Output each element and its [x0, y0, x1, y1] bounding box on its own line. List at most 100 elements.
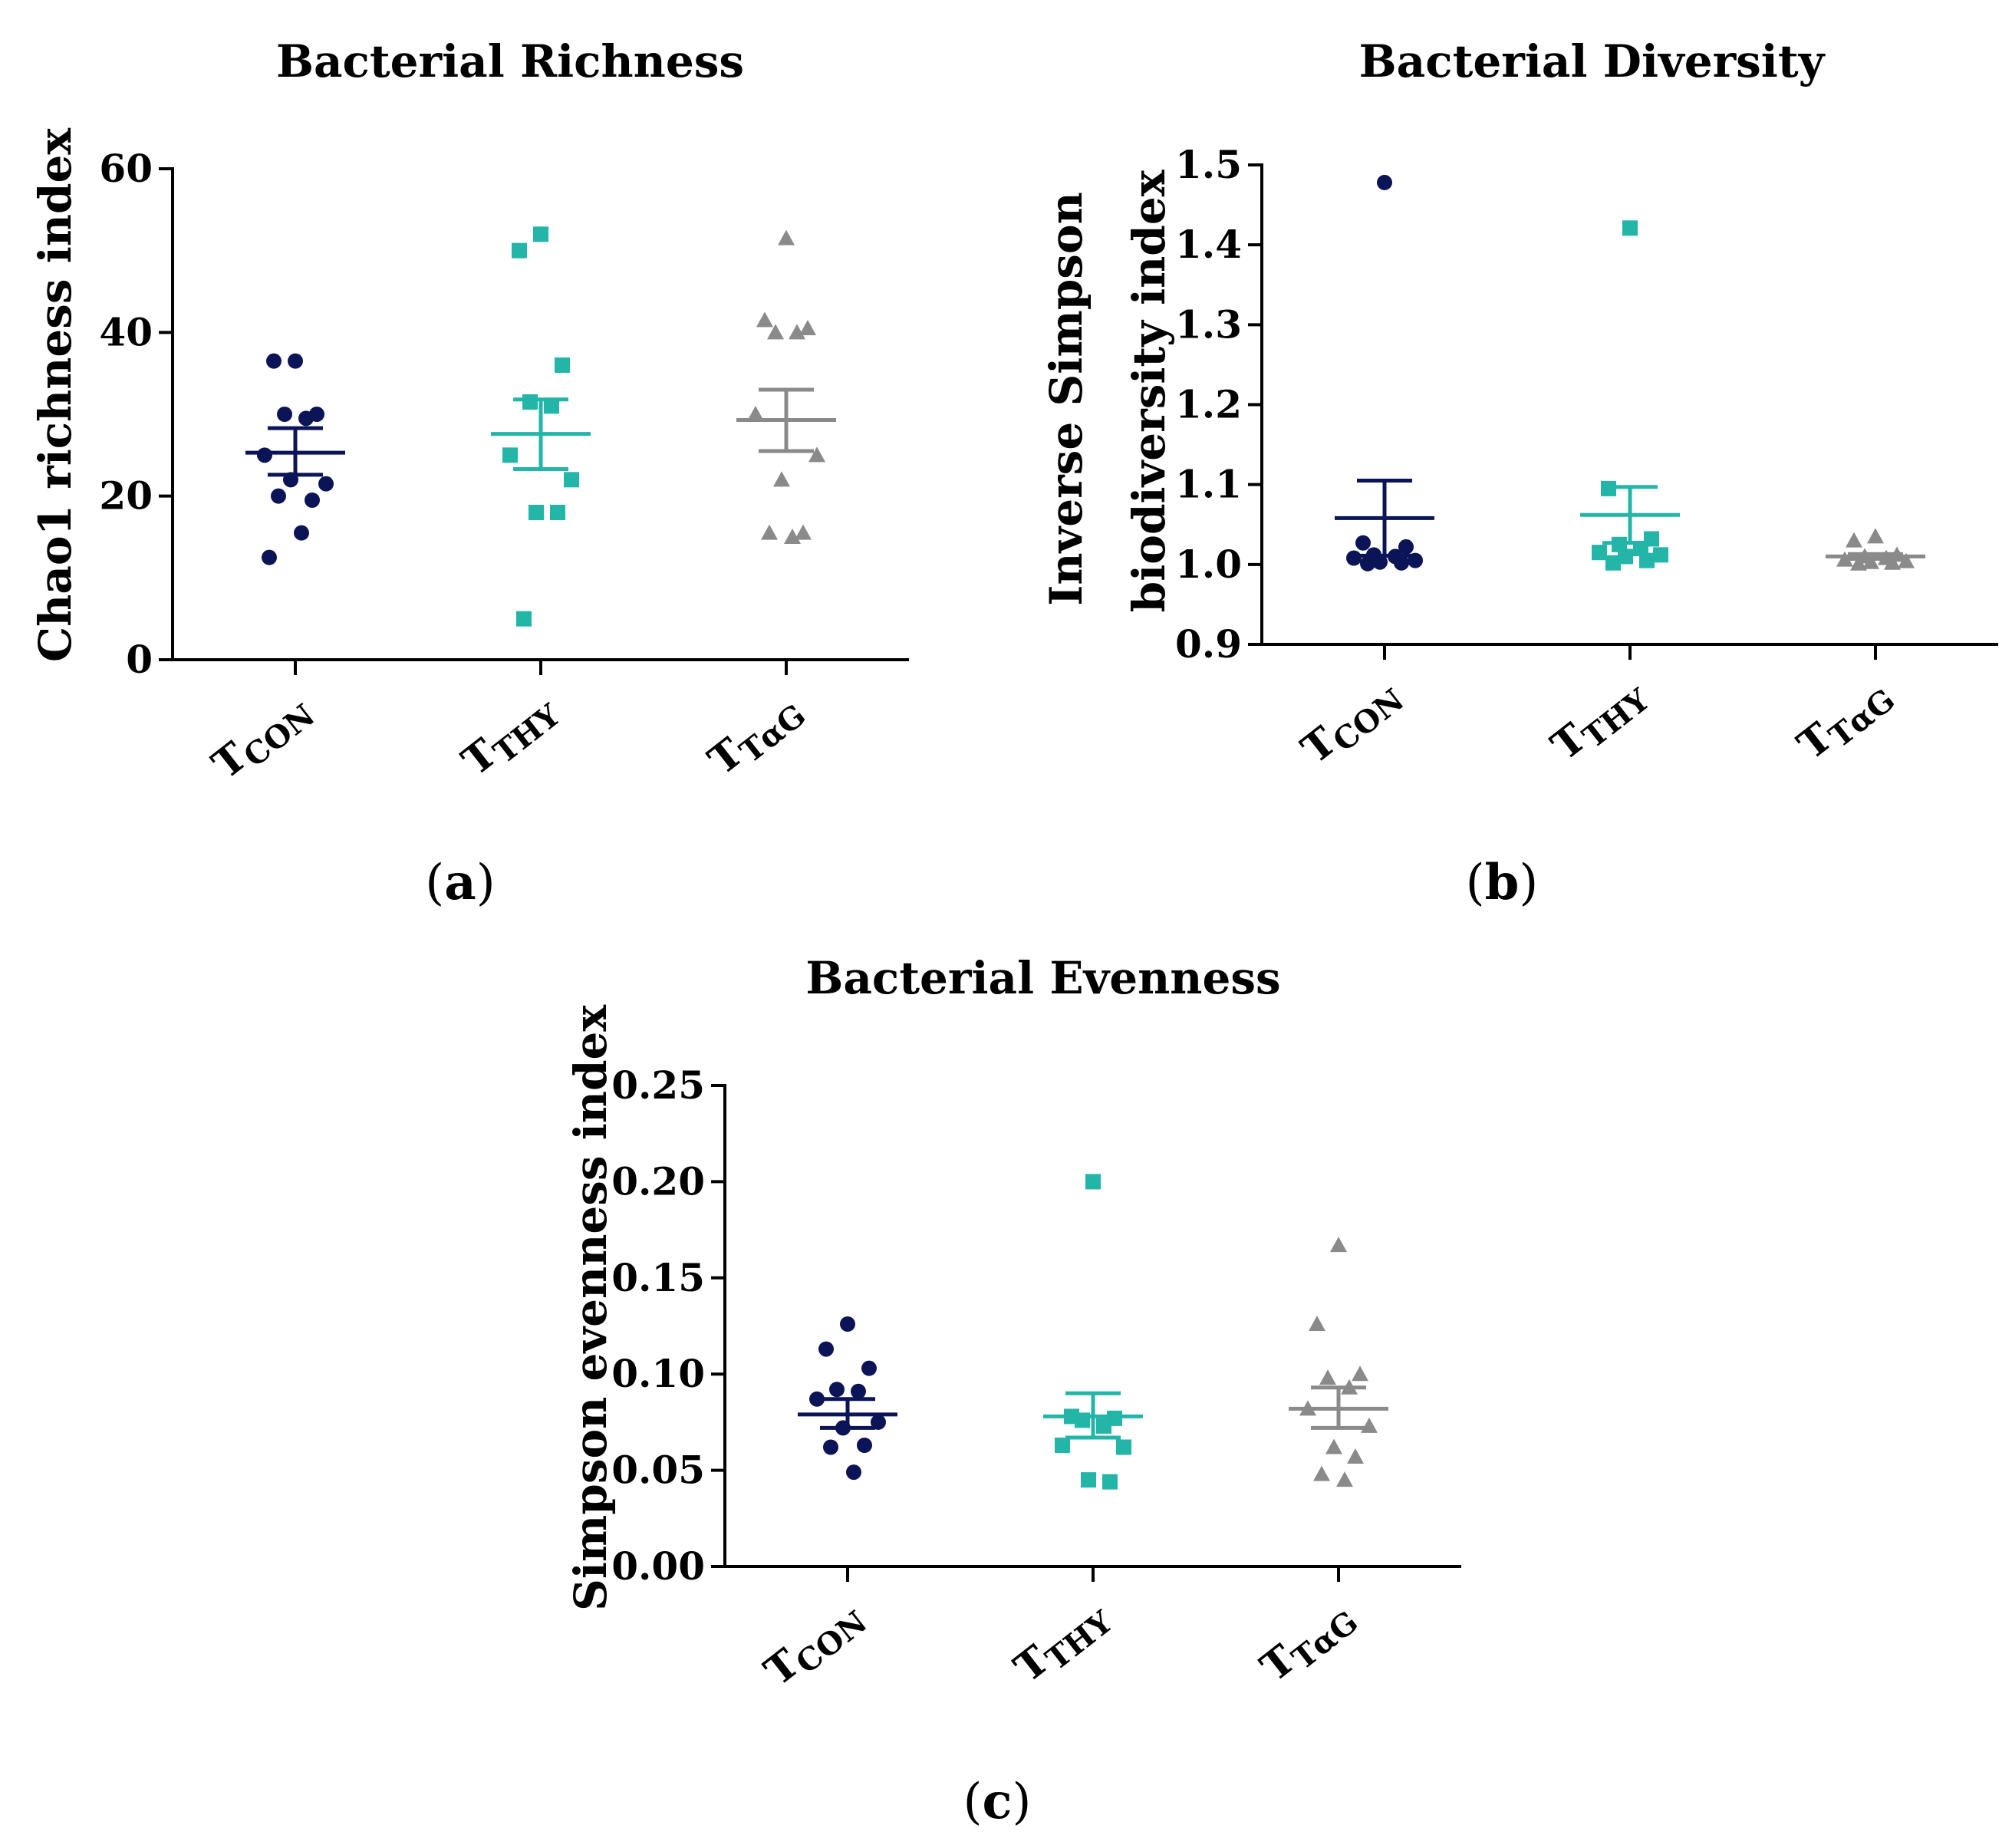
panel-c-evenness: Bacterial Evenness Simpson evenness inde… — [565, 952, 1461, 1830]
panel-c-label: (c) — [963, 1773, 1032, 1830]
panel-a-point-ttαg — [789, 324, 805, 340]
panel-a-point-ttαg — [761, 524, 778, 540]
panel-a-point-ttαg — [808, 446, 825, 463]
panel-c-point-tthy — [1085, 1174, 1101, 1190]
panel-b-title: Bacterial Diversity — [1359, 35, 1826, 87]
panel-a-point-tcon — [305, 492, 320, 508]
panel-b-point-tcon — [1394, 555, 1409, 571]
panel-c-point-tcon — [829, 1382, 845, 1398]
panel-a-y-tick-label: 20 — [99, 473, 153, 519]
panel-a-point-tthy — [564, 472, 579, 488]
panel-b-y-tick-label: 0.9 — [1175, 621, 1242, 667]
panel-a-point-tthy — [516, 611, 532, 627]
panel-a-point-ttαg — [773, 471, 790, 487]
panel-a-point-tcon — [294, 525, 309, 541]
panel-c-point-tthy — [1081, 1472, 1096, 1488]
panel-c-x-tick-label: TTHY — [1006, 1591, 1119, 1696]
panel-a-point-tthy — [522, 394, 538, 410]
panel-a-point-tthy — [512, 242, 527, 259]
panel-b-y-tick-label: 1.0 — [1175, 542, 1242, 587]
panel-a-richness: Bacterial Richness Chao1 richness index … — [29, 35, 909, 911]
panel-c-point-tthy — [1116, 1439, 1131, 1455]
panel-a-point-tcon — [277, 407, 292, 422]
panel-a-point-tcon — [266, 353, 282, 369]
panel-c-point-tcon — [846, 1464, 861, 1481]
panel-c-point-tthy — [1102, 1474, 1118, 1490]
panel-c-point-tcon — [851, 1383, 866, 1399]
panel-b-point-ttαg — [1850, 555, 1867, 571]
panel-b-point-tcon — [1346, 550, 1362, 566]
panel-b-point-tthy — [1622, 220, 1638, 236]
panel-c-marks — [798, 1174, 1388, 1490]
panel-c-point-tcon — [823, 1439, 838, 1455]
panel-a-point-tcon — [262, 549, 277, 565]
panel-b-y-axis-label-line1: Inverse Simpson — [1040, 192, 1092, 606]
panel-a-point-ttαg — [767, 324, 784, 340]
panel-b-y-tick-label: 1.2 — [1175, 382, 1242, 427]
panel-c-point-ttαg — [1347, 1448, 1364, 1464]
panel-a-point-tthy — [529, 505, 544, 520]
panel-a-label: (a) — [425, 854, 495, 911]
panel-a-x-tick-label: TTHY — [453, 684, 567, 789]
panel-b-point-tcon — [1372, 554, 1388, 570]
panel-b-point-ttαg — [1884, 554, 1901, 570]
panel-c-point-tthy — [1055, 1437, 1070, 1453]
panel-c-point-tthy — [1096, 1418, 1111, 1434]
panel-b-point-ttαg — [1836, 551, 1853, 567]
panel-b-x-tick-label: TTαG — [1789, 669, 1902, 773]
panel-a-point-ttαg — [747, 406, 764, 421]
panel-c-point-tcon — [840, 1316, 855, 1332]
panel-a-title: Bacterial Richness — [276, 35, 744, 87]
panel-b-point-tthy — [1592, 545, 1607, 561]
panel-b-label: (b) — [1466, 854, 1539, 911]
panel-c-y-tick-label: 0.20 — [611, 1158, 705, 1204]
panel-c-point-ttαg — [1352, 1365, 1368, 1382]
panel-b-y-tick-label: 1.5 — [1175, 142, 1242, 187]
panel-c-y-tick-label: 0.05 — [611, 1448, 705, 1493]
panel-a-y-tick-label: 0 — [126, 637, 153, 682]
panel-b-y-tick-label: 1.3 — [1175, 301, 1242, 347]
panel-b-point-ttαg — [1867, 528, 1884, 544]
panel-b-point-tcon — [1355, 535, 1371, 551]
panel-c-y-axis-label: Simpson evenness index — [565, 1005, 617, 1611]
panel-b-y-axis-label-line2: biodiversity index — [1123, 170, 1175, 612]
panel-a-point-ttαg — [799, 320, 816, 335]
panel-c-y-tick-label: 0.25 — [611, 1062, 705, 1108]
panel-c-point-tcon — [857, 1437, 872, 1453]
panel-b-point-ttαg — [1862, 553, 1879, 569]
panel-a-point-tcon — [298, 410, 314, 427]
panel-a-x-tick-label: TTαG — [700, 684, 812, 789]
panel-c-x-tick-label: TTαG — [1252, 1591, 1365, 1695]
panel-b-point-tthy — [1639, 552, 1655, 568]
panel-b-point-tthy — [1605, 555, 1621, 571]
panel-b-point-tcon — [1360, 555, 1375, 572]
panel-a-point-ttαg — [795, 524, 812, 540]
panel-b-point-tthy — [1653, 547, 1668, 563]
panel-c-y-tick-label: 0.10 — [611, 1351, 705, 1396]
panel-b-point-ttαg — [1898, 552, 1915, 568]
panel-c-y-tick-label: 0.15 — [611, 1255, 705, 1300]
panel-c-y-tick-label: 0.00 — [611, 1543, 705, 1589]
panel-a-point-tcon — [257, 447, 272, 463]
panel-a-point-tthy — [502, 447, 518, 463]
panel-a-point-tthy — [533, 226, 548, 242]
panel-a-marks — [245, 226, 836, 627]
panel-b-point-tcon — [1398, 539, 1414, 555]
panel-c-point-ttαg — [1309, 1315, 1325, 1331]
panel-b-axes: 0.9 1.0 1.1 1.2 1.3 1.4 1.5 TCON TTHY TTαG — [1175, 142, 1998, 773]
panel-a-y-axis-label: Chao1 richness index — [29, 128, 81, 662]
panel-a-y-tick-label: 60 — [99, 146, 153, 191]
panel-c-point-tcon — [818, 1341, 834, 1357]
panel-c-title: Bacterial Evenness — [805, 952, 1280, 1004]
panel-c-point-tcon — [809, 1391, 825, 1407]
panel-b-diversity: Bacterial Diversity Inverse Simpson biod… — [1040, 35, 1998, 911]
panel-a-point-ttαg — [784, 529, 801, 544]
panel-a-point-tthy — [544, 398, 559, 414]
panel-a-point-tcon — [318, 476, 334, 492]
panel-a-point-tcon — [271, 488, 286, 504]
panel-a-point-tcon — [288, 353, 303, 369]
panel-b-point-tcon — [1377, 174, 1392, 190]
panel-a-point-tthy — [550, 505, 565, 520]
panel-b-point-ttαg — [1846, 532, 1862, 548]
panel-c-point-ttαg — [1336, 1471, 1353, 1487]
